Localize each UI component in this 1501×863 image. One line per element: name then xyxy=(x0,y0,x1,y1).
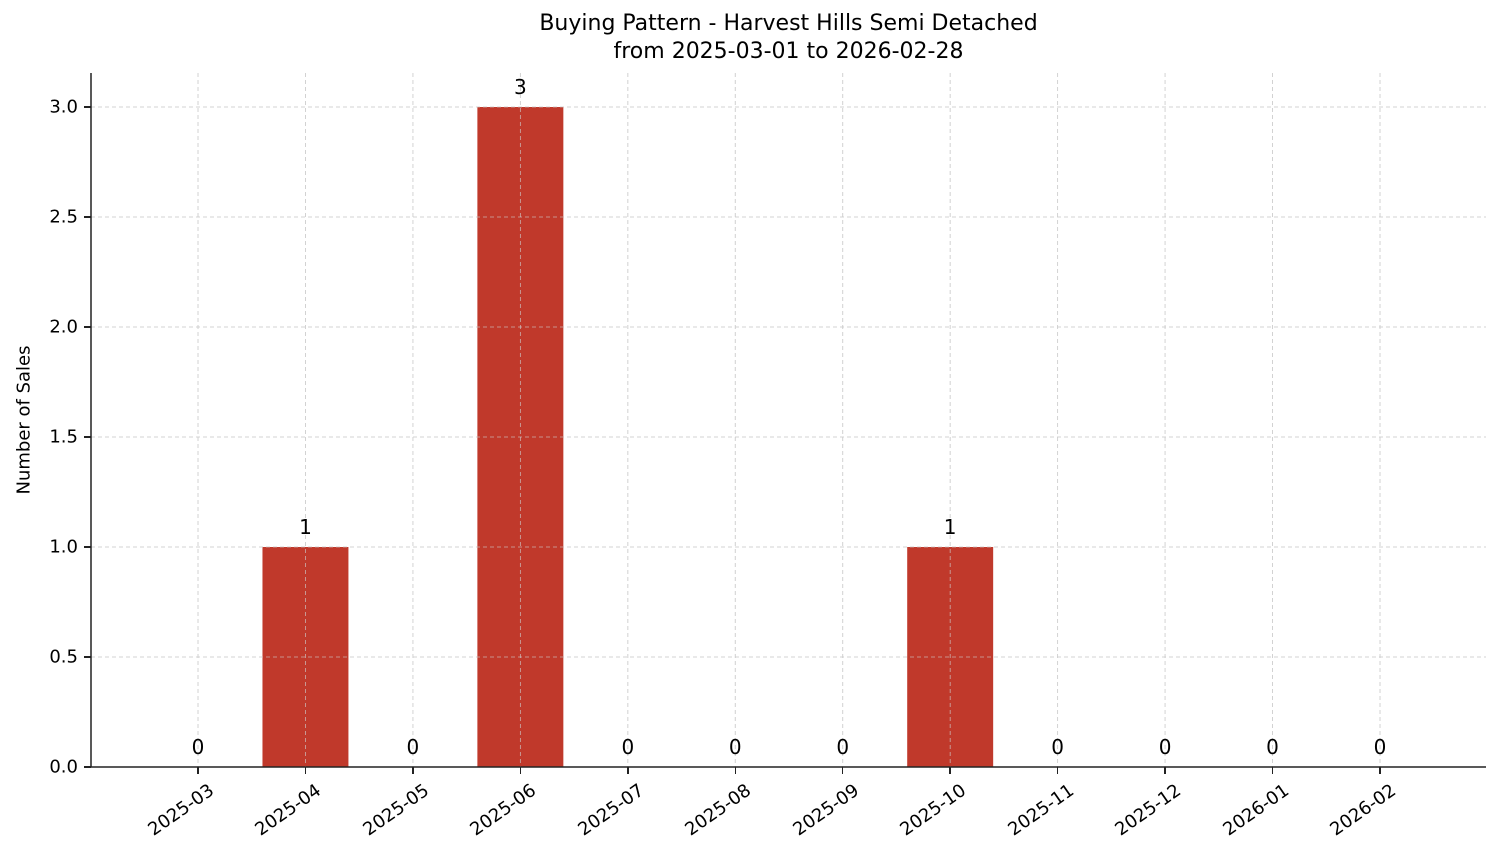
bar-value-label: 0 xyxy=(728,735,742,759)
bar-value-label: 0 xyxy=(1158,735,1172,759)
bar-value-label: 3 xyxy=(513,75,527,99)
x-tick-mark xyxy=(841,767,844,774)
x-tick-mark xyxy=(1271,767,1274,774)
y-tick-mark xyxy=(84,106,91,108)
x-tick-mark xyxy=(197,767,199,774)
y-tick-mark xyxy=(84,546,91,548)
y-tick-label: 1.5 xyxy=(49,426,78,448)
chart-title-line2: from 2025-03-01 to 2026-02-28 xyxy=(613,39,964,64)
bar-value-label: 0 xyxy=(1266,735,1279,759)
x-tick-mark xyxy=(1056,767,1059,774)
bar-value-label: 1 xyxy=(299,515,312,539)
x-tick-mark xyxy=(1379,767,1381,774)
y-tick-label: 3.0 xyxy=(49,96,78,118)
x-tick-mark xyxy=(627,767,629,774)
y-tick-mark xyxy=(84,656,91,658)
grid-lines-overlay xyxy=(91,73,1486,767)
bar-value-label: 1 xyxy=(943,515,957,539)
bar-value-label: 0 xyxy=(191,735,205,759)
y-tick-mark xyxy=(84,766,91,768)
x-tick-mark xyxy=(734,767,737,774)
bar-value-label: 0 xyxy=(1051,735,1064,759)
chart-title: Buying Pattern - Harvest Hills Semi Deta… xyxy=(0,10,1501,66)
bar-value-label: 0 xyxy=(1373,735,1387,759)
x-tick-mark xyxy=(1164,767,1166,774)
bar-value-label: 0 xyxy=(406,735,420,759)
chart-title-line1: Buying Pattern - Harvest Hills Semi Deta… xyxy=(539,11,1038,36)
x-tick-mark xyxy=(304,767,307,774)
y-tick-label: 1.0 xyxy=(49,536,78,558)
y-tick-mark xyxy=(84,216,91,218)
y-tick-label: 0.0 xyxy=(49,756,78,778)
y-tick-mark xyxy=(84,436,91,438)
bar-value-label: 0 xyxy=(836,735,850,759)
y-tick-label: 2.5 xyxy=(49,206,78,228)
y-tick-mark xyxy=(84,326,91,328)
bar-value-label: 0 xyxy=(621,735,635,759)
x-tick-mark xyxy=(412,767,414,774)
y-tick-label: 0.5 xyxy=(49,646,78,668)
y-tick-label: 2.0 xyxy=(49,316,78,338)
x-tick-mark xyxy=(519,767,522,774)
x-tick-mark xyxy=(949,767,951,774)
